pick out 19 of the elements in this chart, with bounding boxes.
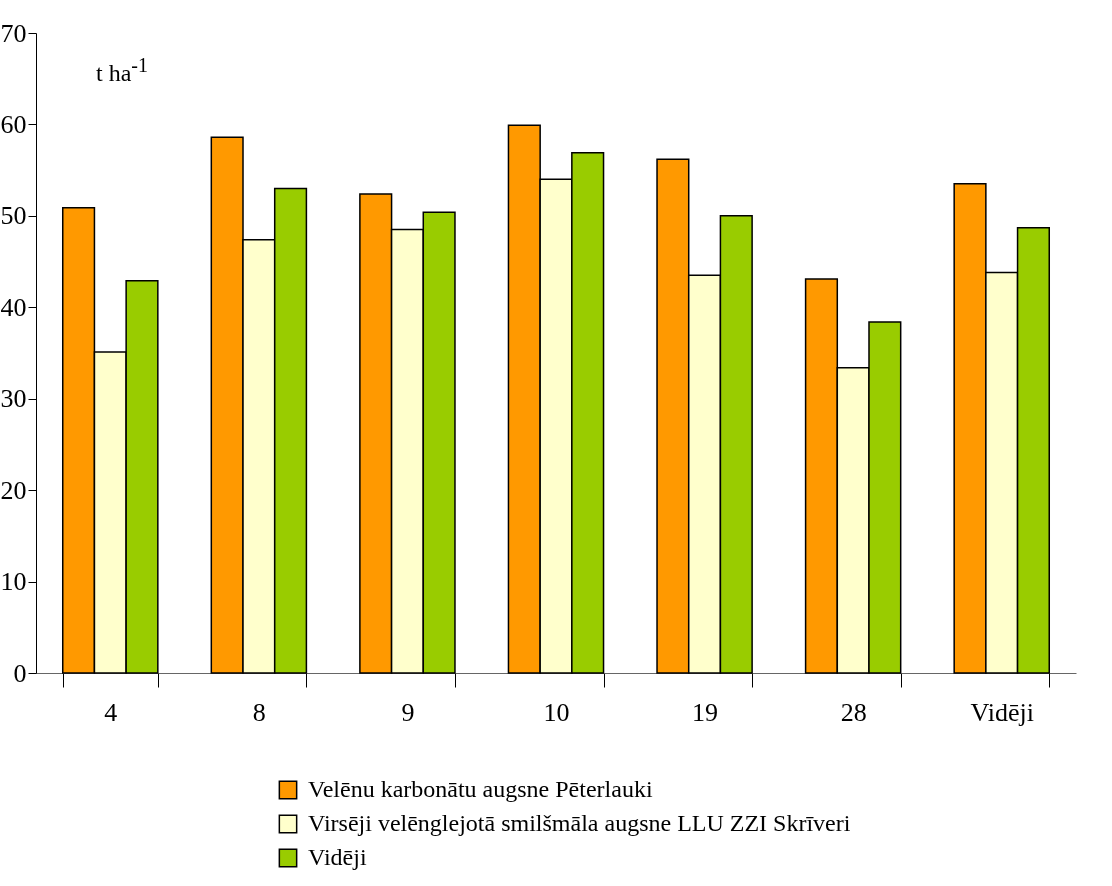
x-tick-label: 28	[840, 697, 867, 727]
legend-label: Virsēji velēnglejotā smilšmāla augsne LLU ZZI Skrīveri	[308, 810, 851, 836]
x-tick-label: 9	[401, 697, 415, 727]
x-tick-label: 4	[104, 697, 118, 727]
x-tick-label: 19	[692, 697, 719, 727]
legend-label: Vidēji	[308, 844, 367, 870]
x-tick-label: Vidēji	[970, 697, 1034, 727]
y-tick-label: 50	[0, 201, 27, 231]
y-tick-label: 30	[0, 384, 27, 414]
x-tick-label: 10	[543, 697, 570, 727]
y-tick-label: 70	[0, 18, 27, 48]
y-axis-title: t ha$^{-1}$	[96, 54, 148, 87]
y-tick-label: 0	[13, 658, 27, 688]
y-tick-label: 40	[0, 292, 27, 322]
y-tick-label: 10	[0, 567, 27, 597]
y-tick-label: 20	[0, 475, 27, 505]
legend-label: Velēnu karbonātu augsne Pēterlauki	[308, 776, 653, 802]
y-tick-label: 60	[0, 109, 27, 139]
x-tick-label: 8	[252, 697, 266, 727]
